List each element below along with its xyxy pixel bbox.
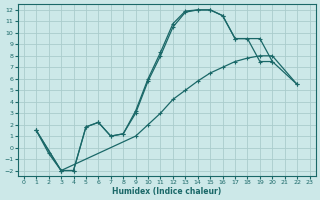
X-axis label: Humidex (Indice chaleur): Humidex (Indice chaleur) — [112, 187, 221, 196]
